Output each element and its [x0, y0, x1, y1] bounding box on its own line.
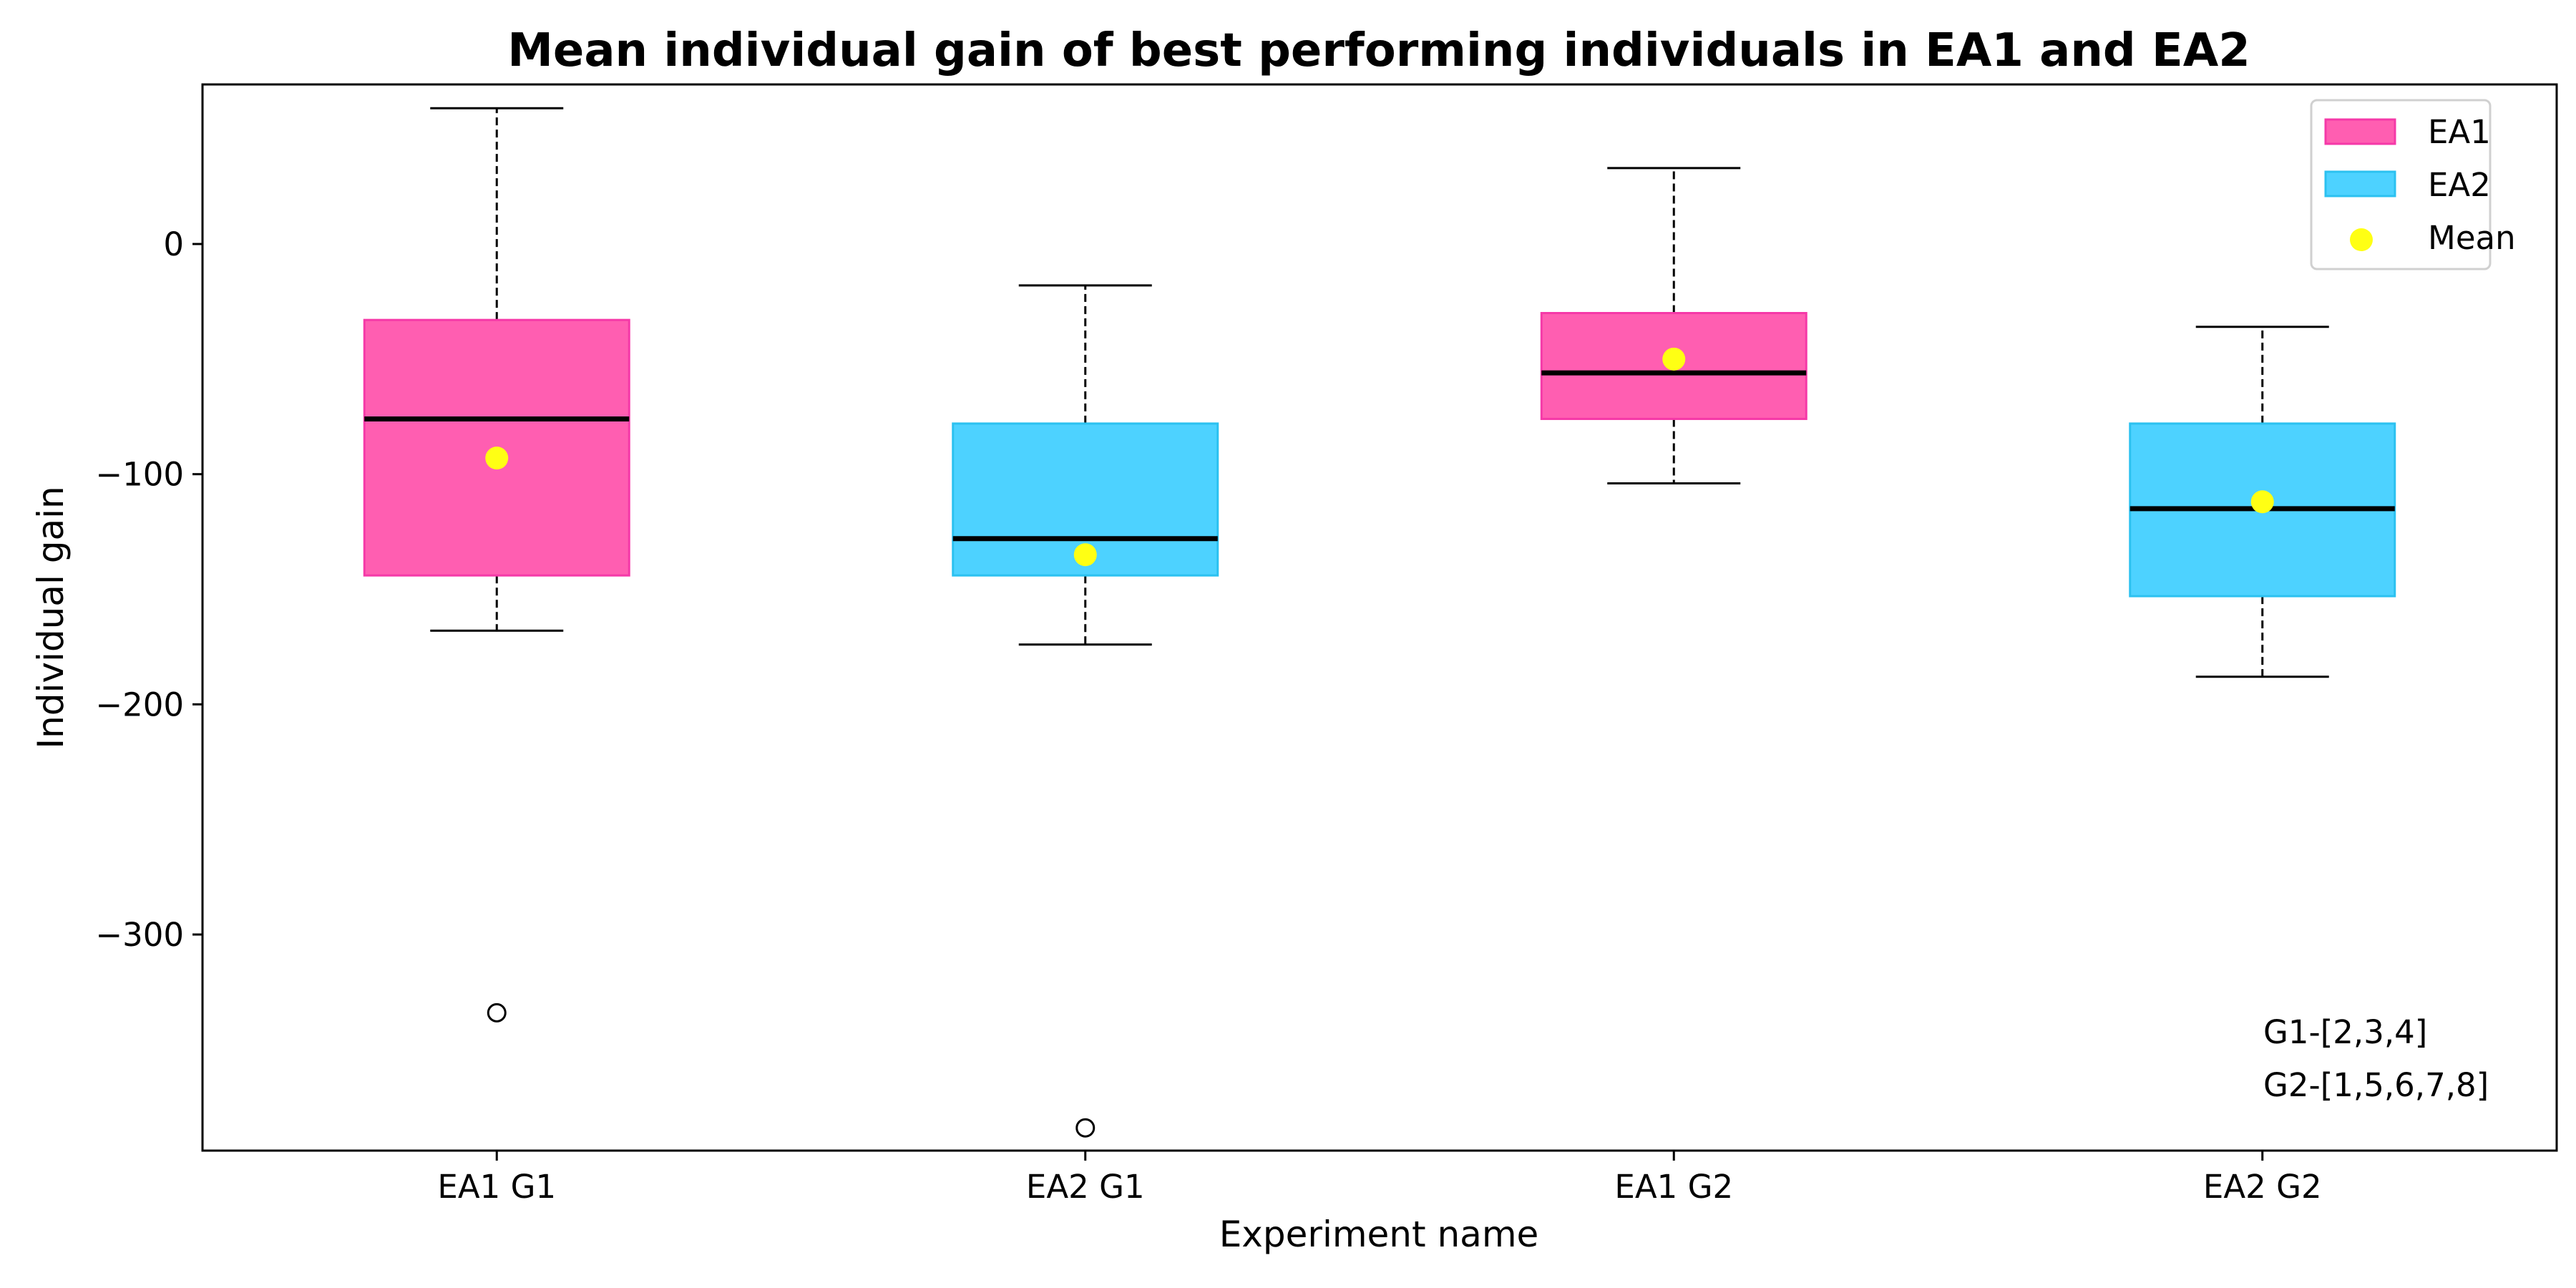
y-tick-label: −300 — [95, 916, 184, 954]
legend-label-mean: Mean — [2428, 219, 2516, 257]
x-tick-label: EA2 G2 — [2203, 1168, 2322, 1206]
y-tick-label: 0 — [163, 225, 184, 263]
box-group-ea2-g2 — [2129, 326, 2396, 678]
group-note-g1: G1-[2,3,4] — [2263, 1013, 2427, 1051]
mean-marker — [1662, 347, 1686, 371]
x-axis: EA1 G1 EA2 G1 EA1 G2 EA2 G2 — [437, 1151, 2322, 1206]
group-note-g2: G2-[1,5,6,7,8] — [2263, 1066, 2489, 1104]
box-group-ea2-g1 — [952, 284, 1219, 1138]
x-tick-label: EA1 G1 — [437, 1168, 556, 1206]
mean-marker — [1073, 543, 1097, 567]
mean-marker — [2250, 490, 2274, 514]
outlier-point — [1075, 1118, 1096, 1138]
x-axis-label: Experiment name — [1219, 1214, 1539, 1255]
legend-swatch-ea1 — [2324, 118, 2396, 145]
legend-swatch-mean — [2350, 228, 2373, 251]
y-axis-label: Individual gain — [30, 486, 72, 748]
y-axis: 0 −100 −200 −300 — [95, 225, 203, 954]
y-tick-label: −100 — [95, 456, 184, 494]
box-group-ea1-g1 — [363, 107, 630, 1023]
chart-title: Mean individual gain of best performing … — [507, 24, 2250, 77]
legend-swatch-ea2 — [2324, 170, 2396, 197]
outlier-point — [487, 1002, 507, 1023]
y-tick-label: −200 — [95, 686, 184, 723]
mean-marker — [485, 447, 509, 470]
box-group-ea1-g2 — [1540, 167, 1807, 485]
plot-frame — [201, 83, 2558, 1152]
x-tick-label: EA2 G1 — [1026, 1168, 1145, 1206]
legend-label-ea2: EA2 — [2428, 166, 2491, 204]
x-tick-label: EA1 G2 — [1614, 1168, 1733, 1206]
plot-area — [363, 107, 2396, 1138]
legend: EA1 EA2 Mean — [2310, 99, 2516, 270]
legend-label-ea1: EA1 — [2428, 113, 2491, 151]
